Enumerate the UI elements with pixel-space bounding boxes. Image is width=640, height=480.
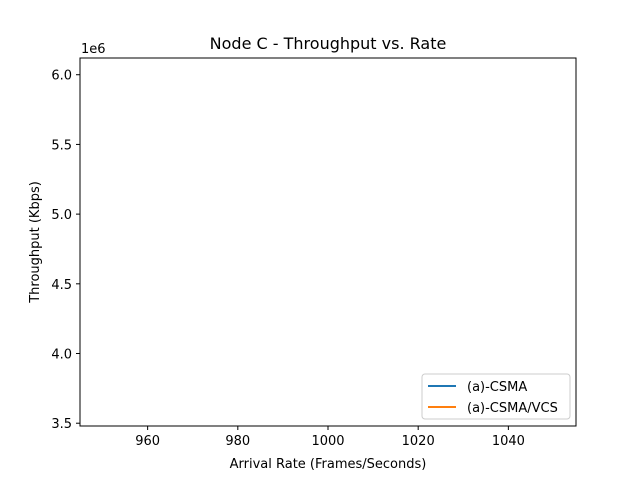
legend: (a)-CSMA (a)-CSMA/VCS <box>421 373 571 420</box>
y-tick-label: 3.5 <box>51 417 72 432</box>
legend-label: (a)-CSMA <box>467 380 527 395</box>
x-axis-label: Arrival Rate (Frames/Seconds) <box>230 457 427 472</box>
x-tick-label: 960 <box>135 434 160 449</box>
x-axis-ticks: 960 980 1000 1020 1040 <box>135 426 525 449</box>
x-tick-label: 980 <box>225 434 250 449</box>
chart-title: Node C - Throughput vs. Rate <box>210 34 447 53</box>
x-tick-label: 1020 <box>402 434 435 449</box>
legend-box <box>421 373 571 420</box>
y-tick-label: 4.5 <box>51 278 72 293</box>
y-tick-label: 5.5 <box>51 138 72 153</box>
y-tick-label: 4.0 <box>51 348 72 363</box>
legend-label: (a)-CSMA/VCS <box>467 401 558 416</box>
y-tick-label: 6.0 <box>51 69 72 84</box>
x-tick-label: 1040 <box>492 434 525 449</box>
y-tick-label: 5.0 <box>51 208 72 223</box>
y-offset-label: 1e6 <box>81 42 106 57</box>
y-axis-label: Throughput (Kbps) <box>28 181 43 304</box>
x-tick-label: 1000 <box>311 434 344 449</box>
y-axis-ticks: 3.5 4.0 4.5 5.0 5.5 6.0 <box>51 69 80 432</box>
